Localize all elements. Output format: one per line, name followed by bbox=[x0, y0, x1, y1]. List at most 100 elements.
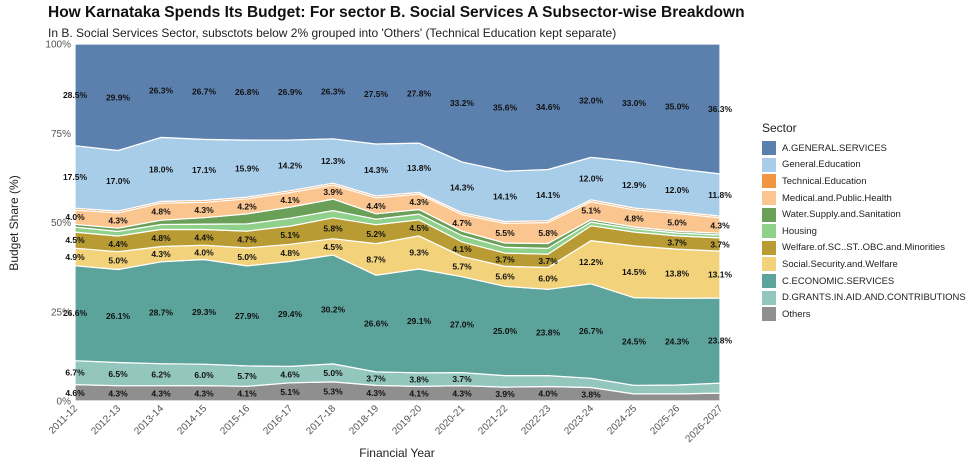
value-label: 5.0% bbox=[108, 256, 128, 266]
value-label: 18.0% bbox=[149, 164, 174, 174]
value-label: 5.8% bbox=[538, 228, 558, 238]
value-label: 33.0% bbox=[622, 98, 647, 108]
value-label: 4.3% bbox=[710, 221, 730, 231]
value-label: 8.7% bbox=[366, 254, 386, 264]
legend: Sector A.GENERAL.SERVICES General.Educati… bbox=[762, 121, 966, 323]
value-label: 3.9% bbox=[495, 389, 515, 399]
y-tick-label: 100% bbox=[45, 40, 71, 51]
value-label: 15.9% bbox=[235, 164, 260, 174]
value-label: 26.7% bbox=[579, 326, 604, 336]
legend-item: Welfare.of.SC..ST..OBC.and.Minorities bbox=[762, 240, 966, 257]
value-label: 3.8% bbox=[581, 389, 601, 399]
value-label: 24.3% bbox=[665, 337, 690, 347]
x-tick-label: 2015-16 bbox=[218, 403, 252, 437]
value-label: 9.3% bbox=[409, 247, 429, 257]
value-label: 5.6% bbox=[495, 271, 515, 281]
legend-label: Technical.Education bbox=[782, 175, 867, 187]
value-label: 4.1% bbox=[452, 244, 472, 254]
y-tick-label: 0% bbox=[57, 397, 72, 408]
legend-swatch bbox=[762, 174, 776, 189]
legend-label: Housing bbox=[782, 225, 817, 237]
y-axis-title: Budget Share (%) bbox=[7, 175, 21, 270]
legend-swatch bbox=[762, 307, 776, 322]
value-label: 26.9% bbox=[278, 87, 303, 97]
value-label: 12.3% bbox=[321, 156, 346, 166]
x-tick-label: 2025-26 bbox=[648, 403, 682, 437]
legend-label: Medical.and.Public.Health bbox=[782, 192, 892, 204]
y-tick-label: 25% bbox=[51, 307, 71, 318]
value-label: 4.5% bbox=[409, 223, 429, 233]
y-tick-label: 75% bbox=[51, 129, 71, 140]
value-label: 4.8% bbox=[151, 233, 171, 243]
value-label: 4.4% bbox=[108, 239, 128, 249]
value-label: 6.2% bbox=[151, 370, 171, 380]
value-label: 5.5% bbox=[495, 228, 515, 238]
value-label: 6.5% bbox=[108, 369, 128, 379]
legend-label: Welfare.of.SC..ST..OBC.and.Minorities bbox=[782, 242, 945, 254]
legend-swatch bbox=[762, 191, 776, 206]
value-label: 4.8% bbox=[280, 248, 300, 258]
chart-title: How Karnataka Spends Its Budget: For sec… bbox=[48, 4, 745, 21]
value-label: 4.7% bbox=[237, 235, 257, 245]
value-label: 26.3% bbox=[149, 86, 174, 96]
value-label: 4.1% bbox=[409, 389, 429, 399]
value-label: 4.9% bbox=[65, 252, 85, 262]
value-label: 4.1% bbox=[280, 195, 300, 205]
value-label: 32.0% bbox=[579, 96, 604, 106]
value-label: 30.2% bbox=[321, 304, 346, 314]
value-label: 23.8% bbox=[708, 336, 733, 346]
value-label: 3.7% bbox=[366, 374, 386, 384]
value-label: 5.2% bbox=[366, 229, 386, 239]
legend-swatch bbox=[762, 207, 776, 222]
legend-label: C.ECONOMIC.SERVICES bbox=[782, 275, 895, 287]
legend-item: Technical.Education bbox=[762, 173, 966, 190]
value-label: 24.5% bbox=[622, 337, 647, 347]
value-label: 25.0% bbox=[493, 326, 518, 336]
value-label: 26.8% bbox=[235, 87, 260, 97]
x-tick-label: 2020-21 bbox=[433, 403, 467, 437]
x-tick-label: 2024-25 bbox=[605, 403, 639, 437]
value-label: 4.0% bbox=[194, 247, 214, 257]
value-label: 3.7% bbox=[667, 237, 687, 247]
value-label: 35.6% bbox=[493, 103, 518, 113]
value-label: 3.7% bbox=[710, 239, 730, 249]
value-label: 4.4% bbox=[366, 201, 386, 211]
x-axis-title: Financial Year bbox=[359, 446, 434, 460]
value-label: 23.8% bbox=[536, 327, 561, 337]
value-label: 4.3% bbox=[108, 388, 128, 398]
value-label: 26.6% bbox=[63, 308, 88, 318]
value-label: 3.7% bbox=[495, 255, 515, 265]
value-label: 14.1% bbox=[536, 190, 561, 200]
value-label: 12.9% bbox=[622, 180, 647, 190]
value-label: 14.5% bbox=[622, 267, 647, 277]
value-label: 12.2% bbox=[579, 257, 604, 267]
area-layer bbox=[74, 43, 721, 402]
legend-item: Housing bbox=[762, 223, 966, 240]
value-label: 26.1% bbox=[106, 311, 131, 321]
value-label: 4.3% bbox=[409, 197, 429, 207]
value-label: 5.1% bbox=[280, 387, 300, 397]
legend-label: Water.Supply.and.Sanitation bbox=[782, 209, 901, 221]
value-label: 17.5% bbox=[63, 172, 88, 182]
x-tick-label: 2013-14 bbox=[132, 403, 166, 437]
value-label: 6.7% bbox=[65, 368, 85, 378]
value-label: 5.8% bbox=[323, 223, 343, 233]
value-label: 4.4% bbox=[194, 232, 214, 242]
value-labels: 4.6% 4.3% 4.3% 4.3% 4.1% 5.1% 5.3% 4.3% 4.1% 4.3%… bbox=[63, 86, 733, 400]
value-label: 14.3% bbox=[364, 165, 389, 175]
legend-swatch bbox=[762, 224, 776, 239]
legend-items: A.GENERAL.SERVICES General.Education Techn… bbox=[762, 140, 966, 323]
value-label: 4.3% bbox=[108, 216, 128, 226]
value-label: 28.7% bbox=[149, 308, 174, 318]
x-tick-label: 2017-18 bbox=[304, 403, 338, 437]
value-label: 29.4% bbox=[278, 309, 303, 319]
value-label: 11.8% bbox=[708, 190, 732, 200]
value-label: 4.3% bbox=[194, 205, 214, 215]
value-label: 4.2% bbox=[237, 201, 257, 211]
value-label: 4.3% bbox=[151, 388, 171, 398]
value-label: 17.1% bbox=[192, 165, 217, 175]
value-label: 26.3% bbox=[321, 86, 346, 96]
value-label: 3.8% bbox=[409, 375, 429, 385]
value-label: 17.0% bbox=[106, 176, 131, 186]
value-label: 13.8% bbox=[407, 163, 432, 173]
